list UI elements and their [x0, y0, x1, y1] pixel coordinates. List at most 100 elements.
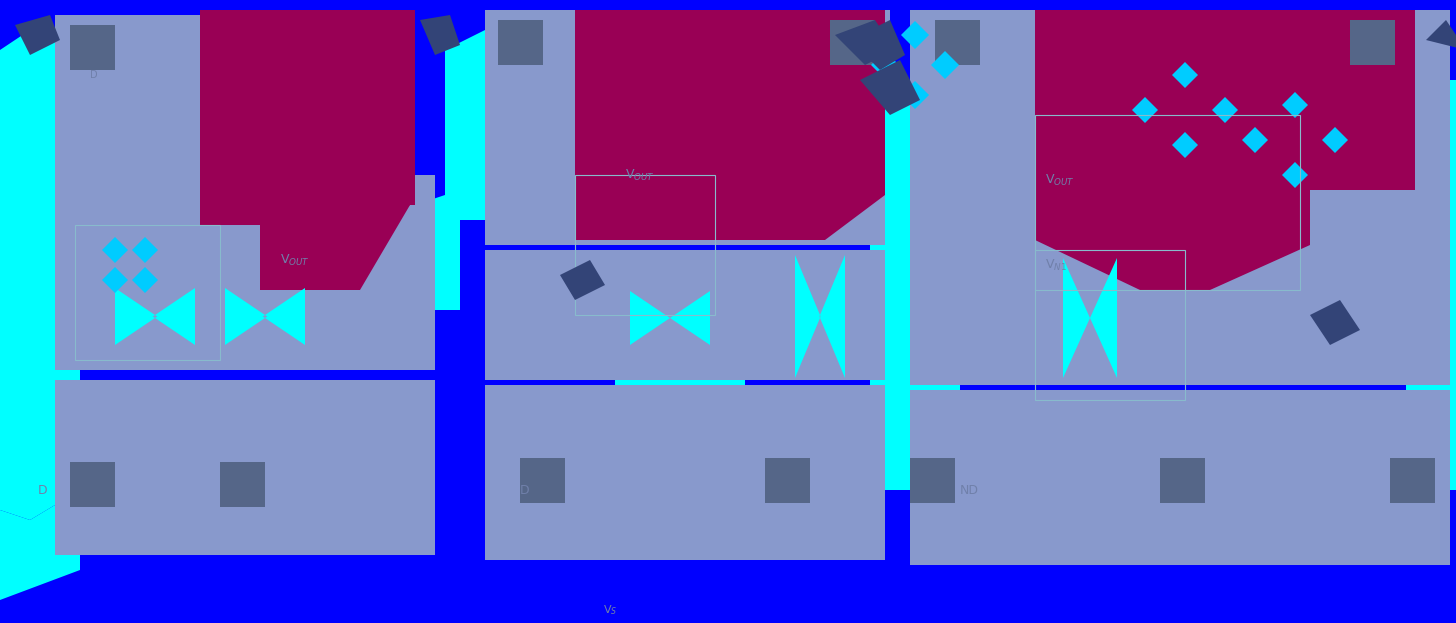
- Bar: [910, 240, 1450, 385]
- Polygon shape: [115, 291, 195, 345]
- Polygon shape: [901, 81, 929, 109]
- Bar: [55, 380, 435, 555]
- Text: $\mathregular{V}_{S}$: $\mathregular{V}_{S}$: [603, 603, 617, 617]
- Polygon shape: [102, 237, 128, 263]
- Polygon shape: [630, 291, 711, 345]
- Bar: [1035, 10, 1415, 190]
- Bar: [1035, 250, 1185, 400]
- Bar: [764, 10, 820, 220]
- Text: $\mathregular{V}_{OUT}$: $\mathregular{V}_{OUT}$: [1045, 173, 1075, 188]
- Text: $\mathregular{V}_{N1}$: $\mathregular{V}_{N1}$: [1045, 257, 1067, 272]
- Bar: [764, 458, 810, 503]
- Polygon shape: [1131, 97, 1158, 123]
- Bar: [910, 390, 1450, 565]
- Polygon shape: [901, 21, 929, 49]
- Polygon shape: [1063, 258, 1117, 378]
- Polygon shape: [261, 205, 411, 290]
- Polygon shape: [1035, 190, 1310, 290]
- Bar: [830, 20, 875, 65]
- Bar: [1160, 458, 1206, 503]
- Polygon shape: [261, 10, 411, 260]
- Bar: [498, 20, 543, 65]
- Bar: [1390, 458, 1436, 503]
- Bar: [199, 10, 261, 225]
- Polygon shape: [1406, 80, 1456, 490]
- Bar: [199, 65, 411, 95]
- Bar: [826, 10, 890, 95]
- Polygon shape: [871, 80, 960, 490]
- Bar: [70, 462, 115, 507]
- Polygon shape: [132, 237, 159, 263]
- Bar: [575, 175, 715, 315]
- Polygon shape: [930, 51, 960, 79]
- Polygon shape: [1172, 132, 1198, 158]
- Polygon shape: [1242, 127, 1268, 153]
- Bar: [910, 10, 1040, 105]
- Bar: [111, 290, 310, 345]
- Text: ND: ND: [960, 483, 978, 497]
- Polygon shape: [102, 267, 128, 293]
- Polygon shape: [614, 280, 745, 420]
- Bar: [485, 10, 579, 95]
- Polygon shape: [561, 260, 606, 300]
- Text: $\mathregular{V}_{OUT}$: $\mathregular{V}_{OUT}$: [280, 252, 310, 267]
- Polygon shape: [0, 310, 80, 520]
- Bar: [261, 10, 415, 205]
- Polygon shape: [15, 15, 60, 55]
- Polygon shape: [1150, 240, 1329, 350]
- Polygon shape: [400, 190, 460, 310]
- Polygon shape: [115, 288, 195, 342]
- Polygon shape: [419, 15, 460, 55]
- Bar: [520, 458, 565, 503]
- Bar: [485, 385, 885, 560]
- Bar: [1251, 10, 1305, 210]
- Polygon shape: [1211, 97, 1238, 123]
- Polygon shape: [0, 30, 80, 310]
- Polygon shape: [226, 288, 304, 342]
- Polygon shape: [1310, 300, 1360, 345]
- Polygon shape: [795, 255, 844, 375]
- Polygon shape: [1322, 127, 1348, 153]
- Bar: [575, 10, 630, 220]
- Bar: [55, 15, 165, 125]
- Polygon shape: [630, 10, 885, 240]
- Polygon shape: [446, 30, 575, 220]
- Text: $\mathregular{V}_{OUT}$: $\mathregular{V}_{OUT}$: [625, 168, 655, 183]
- Polygon shape: [871, 51, 898, 79]
- Text: D: D: [90, 70, 98, 80]
- Text: D: D: [38, 483, 48, 497]
- Polygon shape: [1172, 62, 1198, 88]
- Bar: [70, 25, 115, 70]
- Polygon shape: [132, 267, 159, 293]
- Polygon shape: [860, 60, 920, 115]
- Bar: [1035, 10, 1305, 65]
- Polygon shape: [226, 291, 304, 345]
- Bar: [1325, 10, 1450, 105]
- Bar: [55, 175, 435, 370]
- Bar: [199, 10, 411, 65]
- Polygon shape: [850, 20, 906, 70]
- Bar: [910, 80, 1450, 240]
- Bar: [261, 10, 411, 205]
- Bar: [1035, 115, 1300, 290]
- Bar: [785, 270, 860, 370]
- Bar: [575, 65, 630, 240]
- Bar: [1350, 20, 1395, 65]
- Polygon shape: [1150, 80, 1329, 230]
- Bar: [1035, 10, 1091, 210]
- Bar: [76, 225, 220, 360]
- Bar: [910, 458, 955, 503]
- Bar: [575, 10, 844, 65]
- Polygon shape: [1281, 162, 1307, 188]
- Bar: [220, 462, 265, 507]
- Bar: [55, 15, 415, 180]
- Text: D: D: [520, 483, 530, 497]
- Bar: [935, 20, 980, 65]
- Polygon shape: [795, 258, 844, 378]
- Bar: [485, 80, 885, 245]
- Polygon shape: [1281, 92, 1307, 118]
- Polygon shape: [945, 30, 1056, 220]
- Polygon shape: [834, 20, 895, 65]
- Bar: [485, 250, 885, 380]
- Polygon shape: [0, 490, 80, 600]
